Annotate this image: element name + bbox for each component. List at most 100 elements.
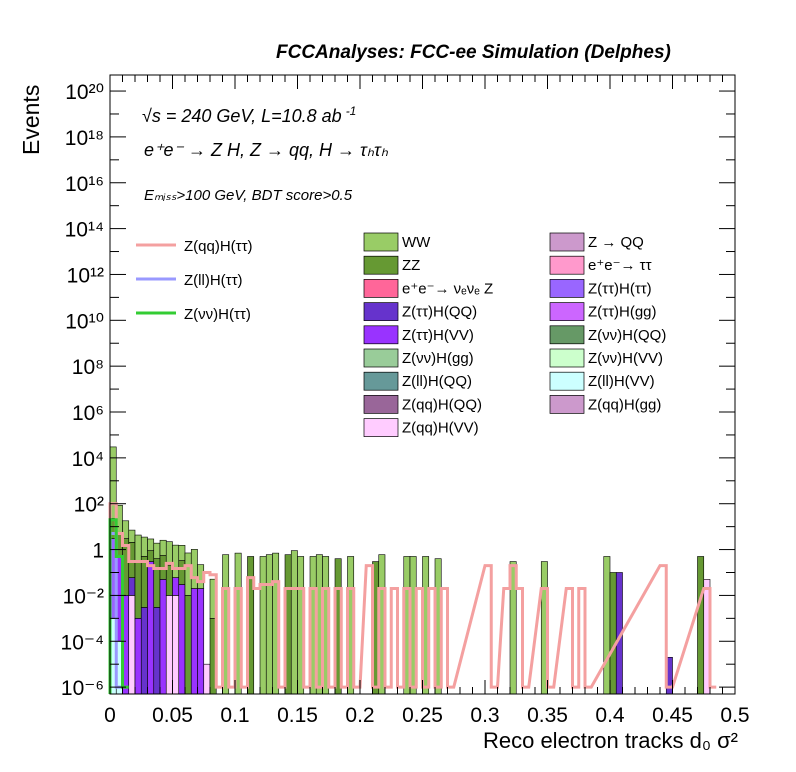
legend-bg-swatch-14: [363, 395, 399, 414]
x-tick-label-9: 0.45: [652, 704, 693, 727]
legend-signal-label-1: Z(ll)H(ττ): [184, 272, 243, 289]
y-tick-label-7: 10⁸: [72, 356, 104, 379]
annotation-lumi-exponent: -1: [345, 104, 357, 118]
stack-bar-2-2: [122, 520, 130, 539]
legend-bg-label-4: e⁺e⁻→ νₑνₑ Z: [402, 280, 493, 297]
stack-bar-11-2: [178, 545, 186, 561]
y-tick-label-2: 10⁻²: [63, 585, 104, 608]
legend-bg-label-15: Z(qq)H(gg): [588, 396, 661, 413]
y-tick-label-3: 1: [92, 540, 104, 563]
legend-bg-label-3: e⁺e⁻→ ττ: [588, 257, 652, 274]
legend-bg-swatch-9: [549, 325, 585, 345]
stack-bar-4-1: [134, 561, 142, 619]
signal-line-0: [108, 502, 717, 694]
legend-bg-label-13: Z(ll)H(VV): [588, 373, 655, 390]
stack-bar-39-0: [603, 556, 611, 695]
legend-bg-swatch-5: [549, 279, 585, 298]
stack-bar-3-3: [128, 529, 136, 543]
y-tick-label-5: 10⁴: [72, 448, 104, 471]
annotation-selection: Eₘᵢₛₛ>100 GeV, BDT score>0.5: [144, 187, 353, 204]
stack-bar-9-0: [165, 595, 173, 695]
stack-bar-8-0: [159, 579, 167, 695]
legend-bg-swatch-1: [549, 232, 585, 252]
stack-bar-11-0: [178, 584, 186, 695]
legend-bg-label-10: Z(νν)H(gg): [402, 350, 474, 367]
legend-bg-label-8: Z(ττ)H(VV): [402, 327, 474, 344]
legend-bg-swatch-13: [549, 371, 585, 391]
x-tick-label-3: 0.15: [277, 704, 318, 727]
stack-bar-3-0: [128, 595, 136, 695]
x-tick-label-5: 0.25: [402, 704, 443, 727]
stack-bar-9-2: [165, 541, 173, 566]
legend-bg-label-2: ZZ: [402, 257, 420, 274]
stack-bar-10-2: [172, 544, 180, 578]
legend-bg-label-14: Z(qq)H(QQ): [402, 396, 482, 413]
legend-bg-swatch-0: [363, 232, 399, 252]
y-tick-label-6: 10⁶: [72, 402, 104, 425]
stack-bar-8-2: [159, 539, 167, 556]
legend-bg-label-7: Z(ττ)H(gg): [588, 304, 657, 321]
y-tick-label-1: 10⁻⁴: [61, 631, 104, 654]
legend-bg-swatch-4: [363, 279, 399, 298]
stack-bar-5-2: [140, 536, 148, 557]
x-tick-label-4: 0.2: [345, 704, 374, 727]
y-tick-label-13: 10²⁰: [65, 81, 104, 104]
legend-bg-swatch-12: [363, 371, 399, 391]
legend: Z(qq)H(ττ) Z(ll)H(ττ) Z(νν)H(ττ) WW Z → QQ ZZ…: [136, 232, 666, 437]
annotation-energy: √s = 240 GeV, L=10.8 ab -1: [142, 104, 356, 127]
legend-bg-label-12: Z(ll)H(QQ): [402, 373, 472, 390]
legend-signal-label-0: Z(qq)H(ττ): [184, 238, 253, 255]
y-tick-label-8: 10¹⁰: [65, 310, 104, 333]
y-tick-label-11: 10¹⁶: [65, 173, 104, 196]
stack-bar-7-2: [153, 542, 161, 559]
x-axis-label: Reco electron tracks d₀ σ²: [482, 728, 738, 753]
annotation-process: e⁺e⁻ → Z H, Z → qq, H → τₕτₕ: [144, 140, 389, 160]
y-axis: 10⁻⁶ 10⁻⁴ 10⁻² 1 10² 10⁴ 10⁶ 10⁸ 10¹⁰ 10¹² 10¹⁴ 10¹…: [61, 81, 735, 700]
stack-bar-10-0: [172, 595, 180, 695]
y-tick-label-9: 10¹²: [67, 264, 104, 287]
header-title: FCCAnalyses: FCC-ee Simulation (Delphes): [276, 42, 671, 63]
x-tick-label-6: 0.3: [470, 704, 499, 727]
legend-bg-swatch-15: [549, 395, 585, 414]
x-tick-label-8: 0.4: [595, 704, 625, 727]
stack-bar-20-0: [259, 556, 267, 695]
x-axis: 0 0.05 0.1 0.15 0.2 0.25 0.3 0.35 0.4 0.45 0.5: [104, 75, 750, 727]
legend-bg-swatch-16: [363, 418, 399, 437]
legend-bg-swatch-11: [549, 348, 585, 368]
y-tick-label-0: 10⁻⁶: [61, 677, 104, 700]
stack-bar-14-0: [197, 588, 205, 695]
stack-bar-4-0: [134, 618, 142, 695]
legend-bg-label-5: Z(ττ)H(ττ): [588, 280, 652, 297]
x-tick-label-2: 0.1: [220, 704, 249, 727]
legend-bg-swatch-8: [363, 325, 399, 345]
stack-bar-4-2: [134, 534, 142, 562]
stack-bar-13-0: [190, 588, 198, 695]
legend-bg-swatch-6: [363, 302, 399, 321]
x-tick-label-10: 0.5: [720, 704, 749, 727]
stack-bar-43-0: [697, 556, 705, 695]
x-tick-label-7: 0.35: [527, 704, 568, 727]
legend-bg-label-16: Z(qq)H(VV): [402, 420, 479, 437]
legend-bg-label-11: Z(νν)H(VV): [588, 350, 663, 367]
legend-bg-label-0: WW: [402, 234, 431, 251]
stack-bar-7-0: [153, 607, 161, 695]
legend-bg-swatch-3: [549, 255, 585, 275]
x-tick-label-1: 0.05: [152, 704, 193, 727]
stack-bar-5-0: [140, 607, 148, 695]
legend-bg-label-1: Z → QQ: [588, 234, 644, 251]
legend-bg-swatch-7: [549, 302, 585, 321]
legend-signal-label-2: Z(νν)H(ττ): [184, 306, 251, 323]
y-tick-label-4: 10²: [74, 494, 104, 517]
legend-bg-label-9: Z(νν)H(QQ): [588, 327, 666, 344]
stack-bar-6-2: [147, 538, 155, 551]
y-tick-label-10: 10¹⁴: [65, 219, 104, 242]
legend-bg-swatch-2: [363, 255, 399, 275]
x-tick-label-0: 0: [104, 704, 116, 727]
stack-bar-6-0: [147, 561, 155, 695]
legend-bg-label-6: Z(ττ)H(QQ): [402, 304, 477, 321]
y-tick-label-12: 10¹⁸: [65, 127, 104, 150]
stack-bar-6-1: [147, 550, 155, 562]
stack-bar-15-0: [203, 663, 211, 695]
y-axis-label: Events: [18, 84, 44, 155]
